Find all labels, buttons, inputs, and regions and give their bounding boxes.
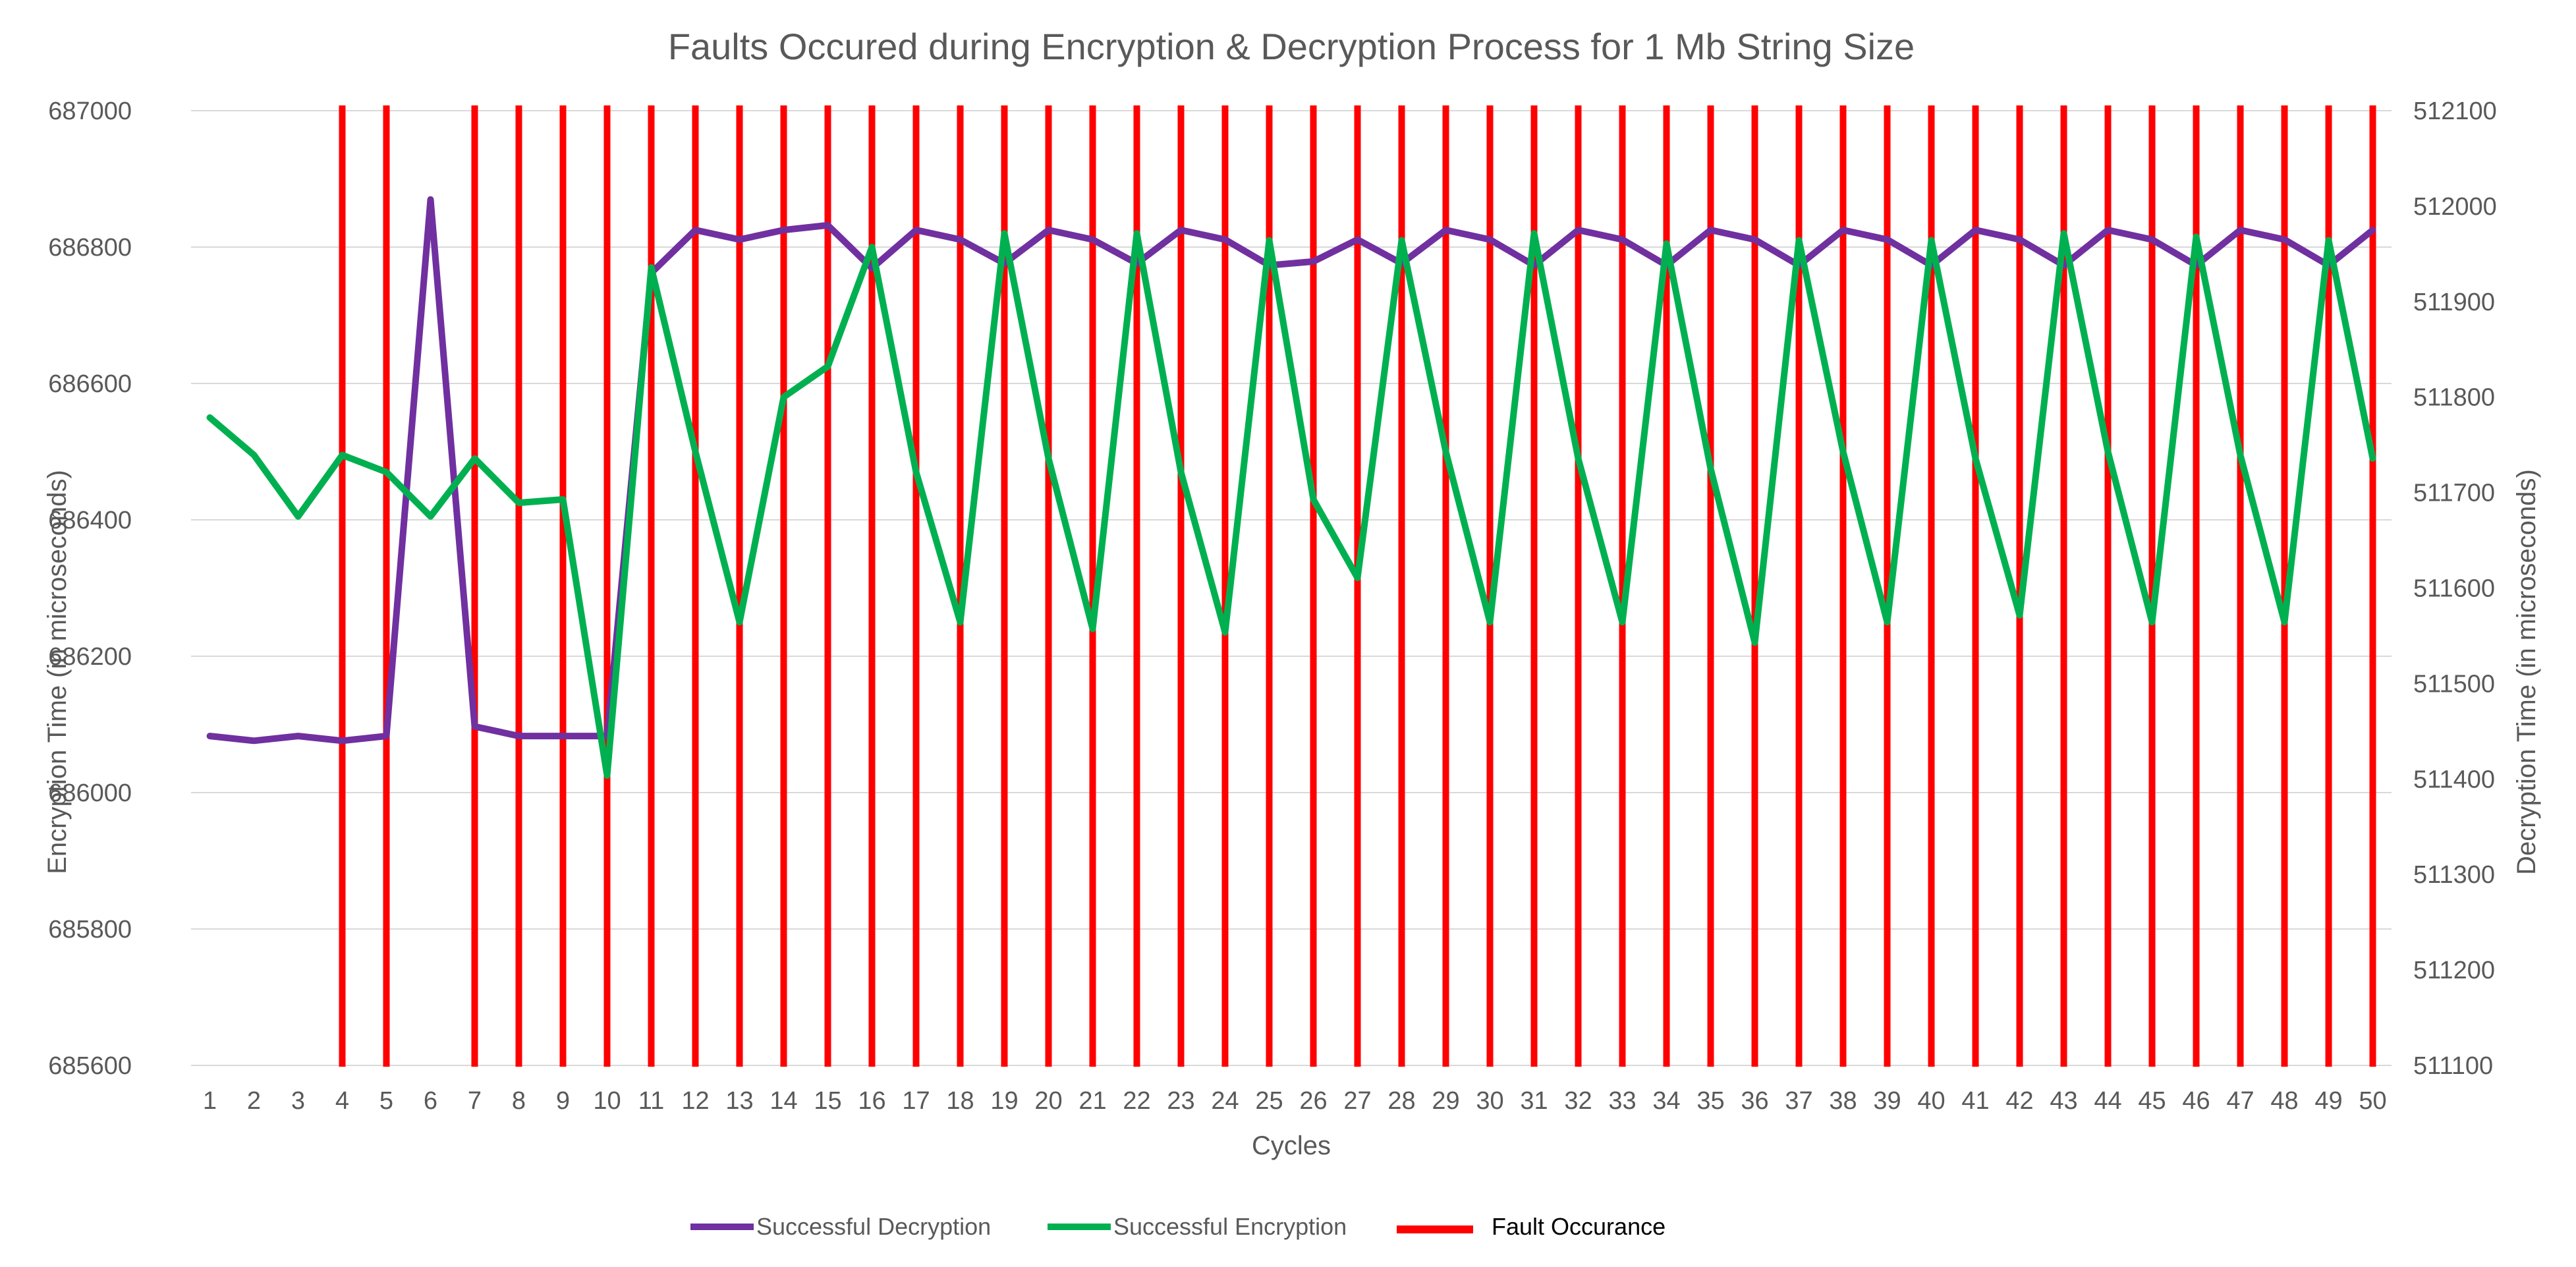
x-tick-label: 44	[2094, 1087, 2121, 1115]
chart-title: Faults Occured during Encryption & Decry…	[668, 26, 1915, 67]
legend: Successful Decryption Successful Encrypt…	[690, 1213, 1666, 1240]
y-right-tick-label: 511700	[2413, 480, 2495, 507]
y-right-tick-label: 511500	[2413, 670, 2495, 698]
axis-ticks: 6856006858006860006862006864006866006868…	[48, 98, 2497, 1115]
y-right-tick-label: 511300	[2413, 861, 2495, 889]
y-left-tick-label: 686800	[48, 234, 132, 262]
y-left-tick-label: 686000	[48, 779, 132, 807]
y-left-tick-label: 686400	[48, 507, 132, 534]
x-tick-label: 48	[2270, 1087, 2298, 1115]
y-left-tick-label: 686200	[48, 643, 132, 671]
y-right-tick-label: 511400	[2413, 766, 2495, 793]
series-line-successful-decryption	[206, 196, 2376, 745]
x-tick-label: 43	[2050, 1087, 2077, 1115]
x-tick-label: 31	[1520, 1087, 1548, 1115]
left-axis-title: Encryption Time (in microseconds)	[43, 470, 72, 874]
x-tick-label: 9	[556, 1087, 570, 1115]
legend-label-decryption: Successful Decryption	[756, 1213, 991, 1240]
x-axis-title: Cycles	[1252, 1131, 1331, 1160]
x-tick-label: 45	[2138, 1087, 2166, 1115]
x-tick-label: 19	[990, 1087, 1018, 1115]
x-tick-label: 22	[1123, 1087, 1150, 1115]
y-left-tick-label: 687000	[48, 98, 132, 125]
x-tick-label: 10	[593, 1087, 621, 1115]
fault-bars	[339, 105, 2376, 1067]
x-tick-label: 25	[1255, 1087, 1283, 1115]
x-tick-label: 46	[2182, 1087, 2210, 1115]
legend-label-fault: Fault Occurance	[1492, 1213, 1666, 1240]
x-tick-label: 4	[335, 1087, 349, 1115]
x-tick-label: 3	[291, 1087, 305, 1115]
x-tick-label: 32	[1564, 1087, 1592, 1115]
x-tick-label: 49	[2314, 1087, 2342, 1115]
series-line-successful-encryption	[206, 230, 2376, 779]
x-tick-label: 18	[946, 1087, 974, 1115]
x-tick-label: 38	[1829, 1087, 1857, 1115]
y-right-tick-label: 511200	[2413, 957, 2495, 984]
x-tick-label: 11	[638, 1087, 664, 1115]
x-tick-label: 34	[1652, 1087, 1680, 1115]
x-tick-label: 28	[1387, 1087, 1415, 1115]
y-right-tick-label: 511600	[2413, 575, 2495, 603]
y-right-tick-label: 512100	[2413, 98, 2497, 125]
x-tick-label: 7	[468, 1087, 482, 1115]
x-tick-label: 16	[858, 1087, 885, 1115]
x-tick-label: 5	[379, 1087, 393, 1115]
x-tick-label: 27	[1343, 1087, 1371, 1115]
x-tick-label: 14	[770, 1087, 797, 1115]
x-tick-label: 47	[2226, 1087, 2254, 1115]
x-tick-label: 42	[2005, 1087, 2033, 1115]
x-tick-label: 41	[1961, 1087, 1989, 1115]
right-axis-title: Decryption Time (in microseconds)	[2512, 469, 2541, 875]
x-tick-label: 21	[1078, 1087, 1106, 1115]
legend-label-encryption: Successful Encryption	[1113, 1213, 1347, 1240]
x-tick-label: 33	[1608, 1087, 1636, 1115]
y-left-tick-label: 686600	[48, 370, 132, 398]
x-tick-label: 2	[247, 1087, 261, 1115]
y-left-tick-label: 685600	[48, 1052, 132, 1080]
x-tick-label: 13	[725, 1087, 753, 1115]
x-tick-label: 24	[1211, 1087, 1239, 1115]
x-tick-label: 36	[1741, 1087, 1768, 1115]
x-tick-label: 39	[1873, 1087, 1901, 1115]
x-tick-label: 29	[1432, 1087, 1459, 1115]
x-tick-label: 1	[203, 1087, 217, 1115]
x-tick-label: 40	[1917, 1087, 1945, 1115]
y-left-tick-label: 685800	[48, 916, 132, 943]
x-tick-label: 23	[1167, 1087, 1194, 1115]
y-right-tick-label: 512000	[2413, 193, 2497, 221]
x-tick-label: 26	[1299, 1087, 1327, 1115]
y-right-tick-label: 511800	[2413, 384, 2495, 412]
x-tick-label: 30	[1476, 1087, 1503, 1115]
x-tick-label: 20	[1034, 1087, 1062, 1115]
x-tick-label: 35	[1696, 1087, 1724, 1115]
x-tick-label: 8	[512, 1087, 526, 1115]
x-tick-label: 12	[681, 1087, 709, 1115]
x-tick-label: 50	[2359, 1087, 2386, 1115]
x-tick-label: 17	[902, 1087, 930, 1115]
x-tick-label: 37	[1785, 1087, 1812, 1115]
x-tick-label: 6	[424, 1087, 437, 1115]
y-right-tick-label: 511900	[2413, 289, 2495, 316]
series-lines	[206, 196, 2376, 779]
x-tick-label: 15	[814, 1087, 841, 1115]
y-right-tick-label: 511100	[2413, 1052, 2493, 1080]
